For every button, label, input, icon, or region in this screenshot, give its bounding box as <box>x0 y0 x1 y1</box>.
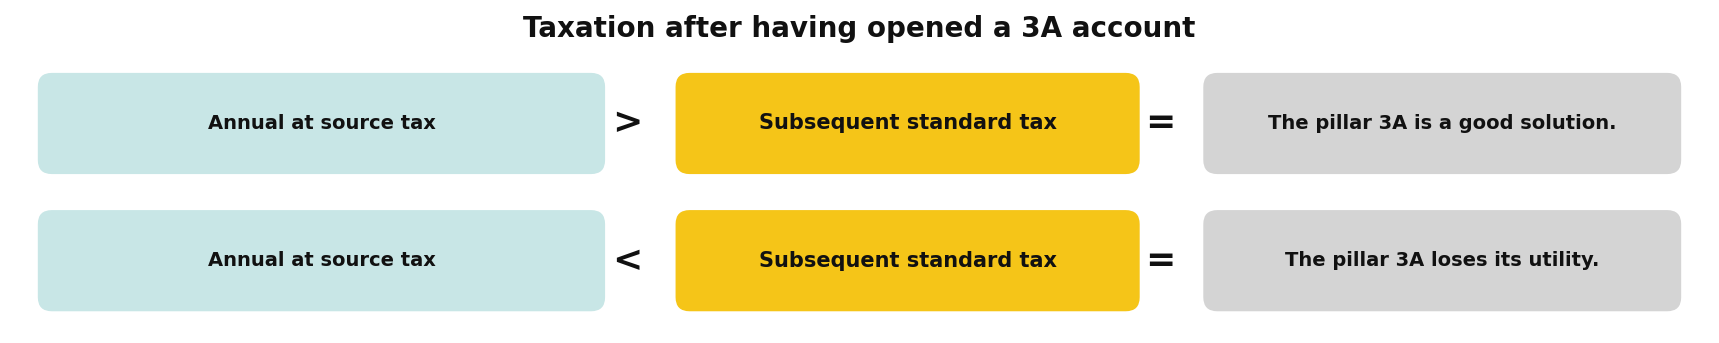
Text: =: = <box>1145 244 1176 278</box>
FancyBboxPatch shape <box>1203 210 1681 311</box>
Text: The pillar 3A loses its utility.: The pillar 3A loses its utility. <box>1286 251 1599 270</box>
FancyBboxPatch shape <box>1203 73 1681 174</box>
Text: Subsequent standard tax: Subsequent standard tax <box>758 114 1057 133</box>
Text: The pillar 3A is a good solution.: The pillar 3A is a good solution. <box>1269 114 1616 133</box>
Text: Subsequent standard tax: Subsequent standard tax <box>758 251 1057 271</box>
Text: Taxation after having opened a 3A account: Taxation after having opened a 3A accoun… <box>523 15 1196 43</box>
Text: =: = <box>1145 106 1176 141</box>
FancyBboxPatch shape <box>38 73 605 174</box>
FancyBboxPatch shape <box>38 210 605 311</box>
FancyBboxPatch shape <box>676 210 1140 311</box>
Text: Annual at source tax: Annual at source tax <box>208 251 435 270</box>
Text: >: > <box>612 106 643 141</box>
Text: Annual at source tax: Annual at source tax <box>208 114 435 133</box>
FancyBboxPatch shape <box>676 73 1140 174</box>
Text: <: < <box>612 244 643 278</box>
